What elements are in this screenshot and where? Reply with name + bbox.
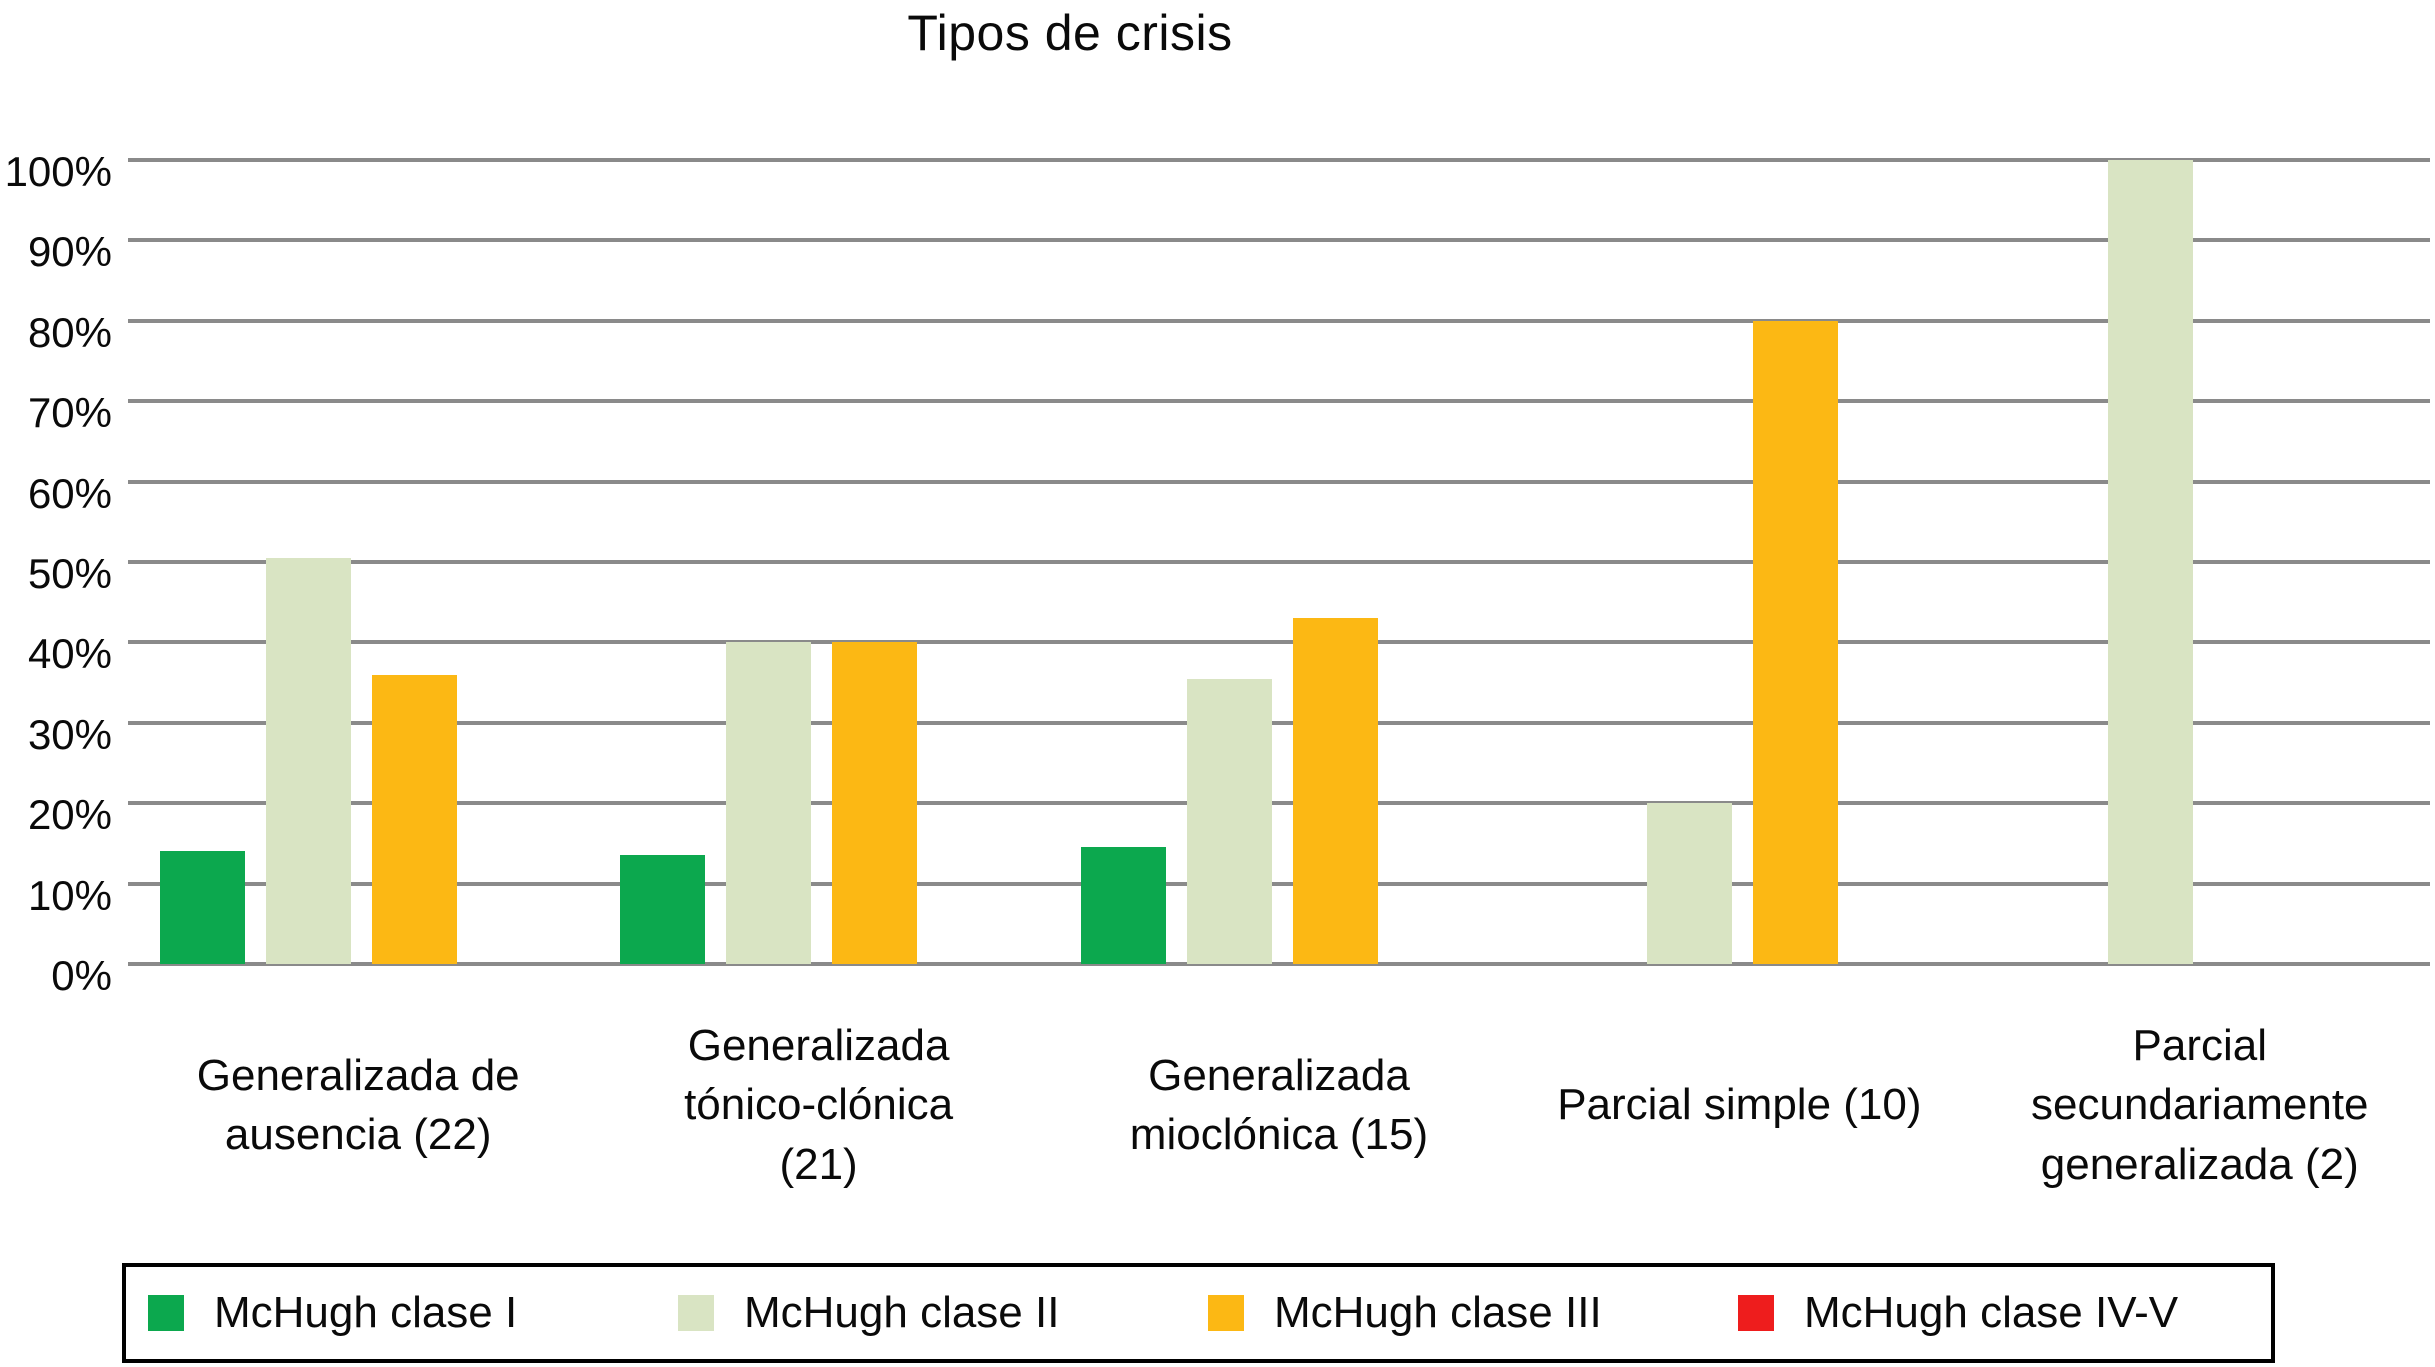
gridline-40 bbox=[128, 640, 2430, 645]
legend-swatch-icon bbox=[148, 1295, 184, 1331]
legend-swatch-icon bbox=[1738, 1295, 1774, 1331]
bar-mchugh-clase-ii-generalizada-miocl-nica-15 bbox=[1186, 678, 1272, 964]
gridline-100 bbox=[128, 158, 2430, 162]
y-tick-label-100: 100% bbox=[4, 148, 112, 195]
y-tick-label-10: 10% bbox=[27, 871, 112, 919]
y-tick-label-20: 20% bbox=[27, 791, 112, 839]
gridline-70 bbox=[128, 399, 2430, 404]
gridline-0 bbox=[128, 962, 2430, 966]
category-group-parcial-simple-10 bbox=[1509, 160, 1969, 964]
y-tick-label-90: 90% bbox=[27, 228, 112, 276]
gridline-50 bbox=[128, 560, 2430, 564]
bar-mchugh-clase-iii-generalizada-de-ausencia-22 bbox=[372, 674, 457, 964]
gridline-30 bbox=[128, 720, 2430, 725]
y-tick-label-60: 60% bbox=[27, 469, 112, 517]
bar-mchugh-clase-i-generalizada-t-nico-cl-nica-21 bbox=[620, 855, 706, 964]
category-label-parcial-secundariamente-generalizada-2: Parcial secundariamente generalizada (2) bbox=[2030, 1020, 2369, 1189]
gridline-80 bbox=[128, 318, 2430, 323]
legend-item-mchugh-clase-ii: McHugh clase II bbox=[678, 1288, 1208, 1338]
bar-mchugh-clase-ii-parcial-simple-10 bbox=[1647, 803, 1733, 964]
bar-mchugh-clase-iii-generalizada-miocl-nica-15 bbox=[1292, 618, 1378, 964]
legend-label-mchugh-clase-ii: McHugh clase II bbox=[744, 1288, 1060, 1337]
legend: McHugh clase I McHugh clase II McHugh clas… bbox=[122, 1263, 2275, 1363]
gridline-60 bbox=[128, 479, 2430, 484]
legend-label-mchugh-clase-i: McHugh clase I bbox=[214, 1288, 518, 1337]
plot-area: 0% 10% 20% 30% 40% 50% 60% 70% 80% 90% 100% bbox=[0, 148, 2430, 999]
category-label-generalizada-de-ausencia-22: Generalizada de ausencia (22) bbox=[196, 1050, 520, 1159]
legend-swatch-icon bbox=[1208, 1295, 1244, 1331]
category-group-generalizada-miocl-nica-15 bbox=[1049, 160, 1509, 964]
legend-label-mchugh-clase-iii: McHugh clase III bbox=[1274, 1288, 1602, 1337]
legend-item-mchugh-clase-iii: McHugh clase III bbox=[1208, 1288, 1738, 1338]
y-tick-label-50: 50% bbox=[27, 550, 112, 597]
category-group-generalizada-t-nico-cl-nica-21 bbox=[588, 160, 1048, 964]
y-tick-label-30: 30% bbox=[27, 710, 112, 758]
bar-mchugh-clase-ii-generalizada-de-ausencia-22 bbox=[266, 557, 351, 964]
gridline-20 bbox=[128, 801, 2430, 806]
gridline-90 bbox=[128, 238, 2430, 243]
category-label-generalizada-miocl-nica-15: Generalizada mioclónica (15) bbox=[1129, 1050, 1429, 1159]
category-group-generalizada-de-ausencia-22 bbox=[128, 160, 588, 964]
bar-mchugh-clase-i-generalizada-de-ausencia-22 bbox=[160, 851, 245, 964]
page-title: Tipos de crisis bbox=[907, 5, 1233, 61]
category-label-generalizada-t-nico-cl-nica-21: Generalizada tónico-clónica (21) bbox=[684, 1020, 954, 1189]
legend-item-mchugh-clase-iv-v: McHugh clase IV-V bbox=[1738, 1288, 2268, 1338]
legend-item-mchugh-clase-i: McHugh clase I bbox=[148, 1288, 678, 1338]
bar-mchugh-clase-ii-parcial-secundariamente-generalizada-2 bbox=[2107, 160, 2193, 964]
legend-label-mchugh-clase-iv-v: McHugh clase IV-V bbox=[1804, 1288, 2179, 1337]
gridline-10 bbox=[128, 881, 2430, 886]
y-tick-label-70: 70% bbox=[27, 389, 112, 437]
y-tick-label-0: 0% bbox=[51, 952, 112, 999]
y-tick-label-80: 80% bbox=[27, 308, 112, 356]
bar-mchugh-clase-i-generalizada-miocl-nica-15 bbox=[1080, 847, 1166, 964]
bar-mchugh-clase-ii-generalizada-t-nico-cl-nica-21 bbox=[726, 642, 812, 964]
bar-mchugh-clase-iii-generalizada-t-nico-cl-nica-21 bbox=[832, 642, 918, 964]
category-group-parcial-secundariamente-generalizada-2 bbox=[1970, 160, 2430, 964]
category-label-parcial-simple-10: Parcial simple (10) bbox=[1557, 1080, 1922, 1130]
bar-mchugh-clase-iii-parcial-simple-10 bbox=[1753, 320, 1839, 964]
x-axis-labels: Generalizada de ausencia (22) Generalizad… bbox=[128, 1005, 2430, 1205]
legend-swatch-icon bbox=[678, 1295, 714, 1331]
y-tick-label-40: 40% bbox=[27, 630, 112, 678]
